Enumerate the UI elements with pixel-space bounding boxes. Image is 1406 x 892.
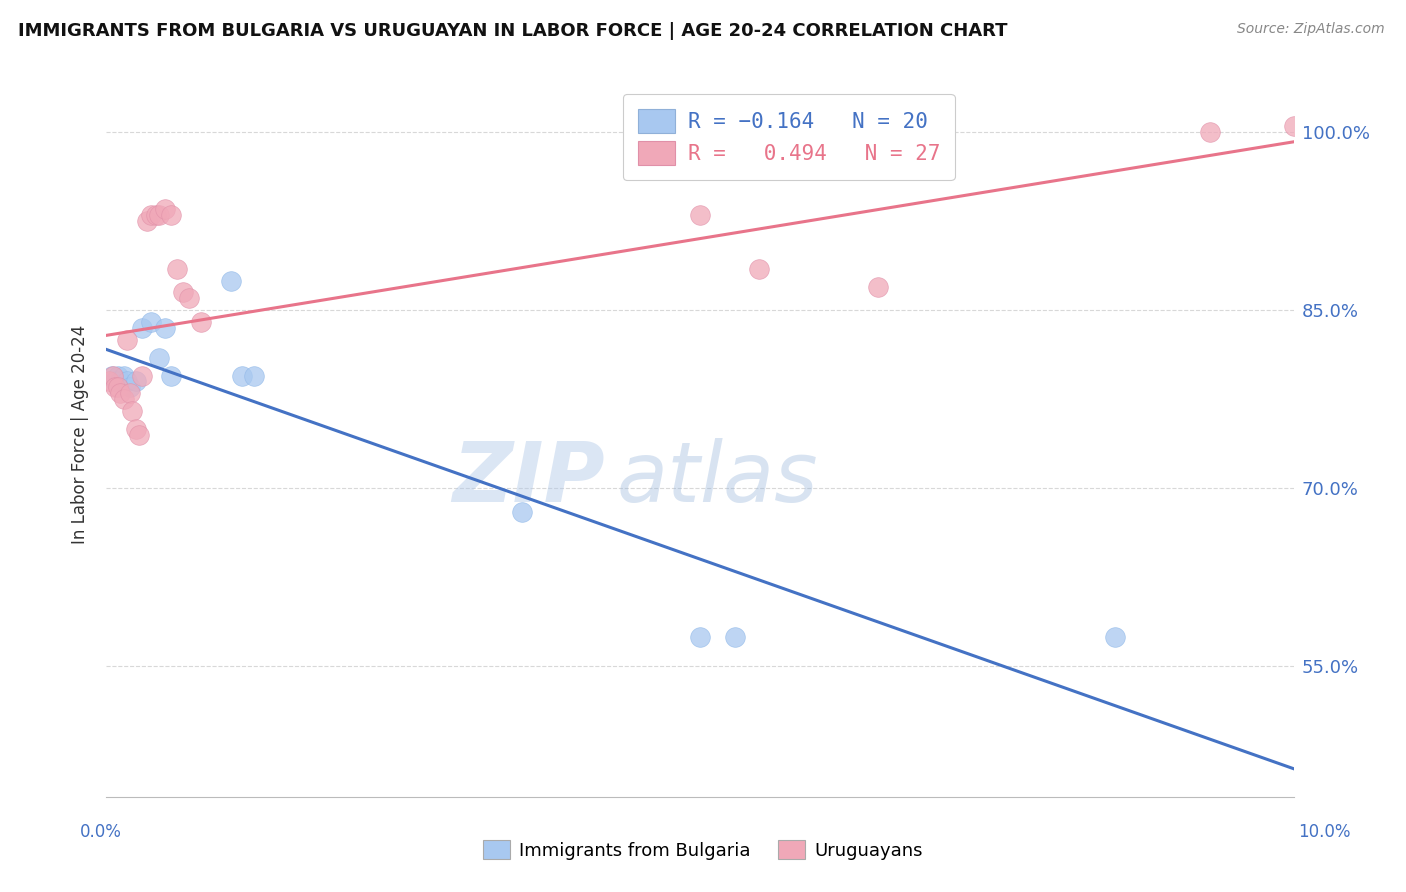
Text: Source: ZipAtlas.com: Source: ZipAtlas.com — [1237, 22, 1385, 37]
Point — [98, 375, 121, 389]
Point — [128, 427, 150, 442]
Point — [101, 368, 124, 383]
Point — [190, 315, 212, 329]
Point — [510, 505, 533, 519]
Point — [101, 368, 124, 383]
Point — [104, 380, 127, 394]
Point — [108, 386, 131, 401]
Point — [117, 375, 139, 389]
Point — [145, 208, 167, 222]
Point — [118, 380, 141, 394]
Point — [117, 333, 139, 347]
Point — [139, 208, 162, 222]
Point — [866, 279, 889, 293]
Point — [155, 321, 177, 335]
Point — [1104, 630, 1126, 644]
Point — [139, 315, 162, 329]
Legend: Immigrants from Bulgaria, Uruguayans: Immigrants from Bulgaria, Uruguayans — [477, 833, 929, 867]
Point — [177, 292, 200, 306]
Point — [112, 392, 135, 407]
Text: IMMIGRANTS FROM BULGARIA VS URUGUAYAN IN LABOR FORCE | AGE 20-24 CORRELATION CHA: IMMIGRANTS FROM BULGARIA VS URUGUAYAN IN… — [18, 22, 1008, 40]
Point — [689, 208, 711, 222]
Point — [148, 208, 170, 222]
Point — [124, 422, 146, 436]
Point — [231, 368, 253, 383]
Point — [121, 404, 143, 418]
Text: 10.0%: 10.0% — [1298, 822, 1351, 840]
Point — [107, 380, 129, 394]
Point — [107, 368, 129, 383]
Point — [160, 208, 183, 222]
Point — [112, 368, 135, 383]
Text: atlas: atlas — [617, 438, 818, 519]
Point — [243, 368, 266, 383]
Point — [131, 368, 153, 383]
Text: ZIP: ZIP — [453, 438, 605, 519]
Point — [104, 375, 127, 389]
Point — [124, 375, 146, 389]
Point — [1282, 120, 1305, 134]
Y-axis label: In Labor Force | Age 20-24: In Labor Force | Age 20-24 — [72, 326, 89, 544]
Point — [108, 375, 131, 389]
Legend: R = −0.164   N = 20, R =   0.494   N = 27: R = −0.164 N = 20, R = 0.494 N = 27 — [623, 95, 955, 180]
Point — [689, 630, 711, 644]
Point — [131, 321, 153, 335]
Point — [1199, 125, 1222, 139]
Point — [748, 261, 770, 276]
Point — [148, 351, 170, 365]
Point — [724, 630, 747, 644]
Point — [166, 261, 188, 276]
Point — [219, 274, 242, 288]
Point — [118, 386, 141, 401]
Point — [160, 368, 183, 383]
Point — [155, 202, 177, 217]
Point — [136, 214, 159, 228]
Point — [172, 285, 194, 300]
Text: 0.0%: 0.0% — [80, 822, 122, 840]
